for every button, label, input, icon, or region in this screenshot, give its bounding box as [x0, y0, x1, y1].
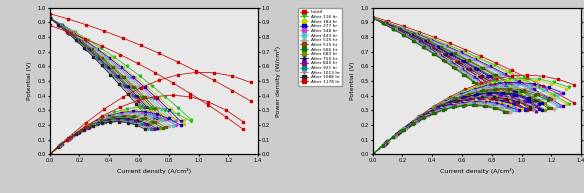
Y-axis label: Potential (V): Potential (V) — [350, 62, 355, 100]
Legend: Initail, After 116 hr, After 184 hr, After 277 hr, After 348 hr, After 443 hr, A: Initail, After 116 hr, After 184 hr, Aft… — [298, 8, 342, 86]
Y-axis label: Potential (V): Potential (V) — [27, 62, 32, 100]
X-axis label: Current density (A/cm²): Current density (A/cm²) — [440, 168, 514, 174]
Y-axis label: Power density (W/cm²): Power density (W/cm²) — [276, 46, 281, 117]
X-axis label: Current density (A/cm²): Current density (A/cm²) — [117, 168, 191, 174]
